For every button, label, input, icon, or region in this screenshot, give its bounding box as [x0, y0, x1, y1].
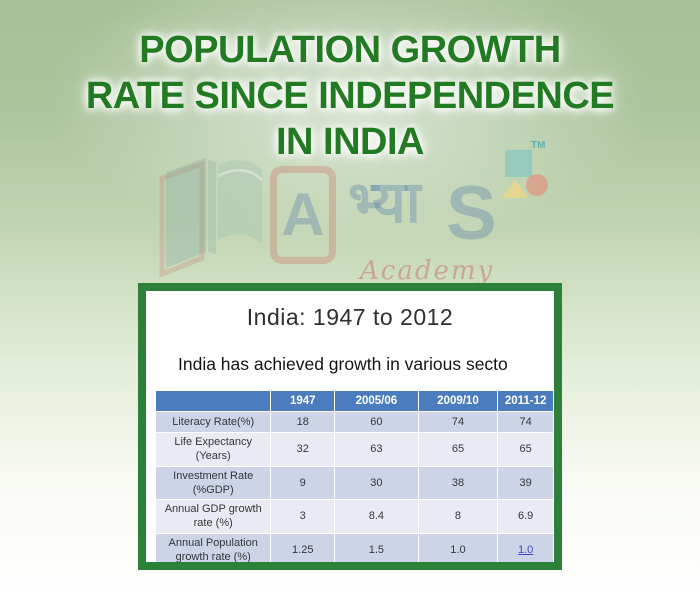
slide-card: India: 1947 to 2012 India has achieved g… [138, 283, 562, 570]
column-header-2011-12: 2011-12 [497, 390, 554, 412]
table-cell: 74 [497, 411, 554, 433]
table-cell: 1.0 [417, 532, 499, 562]
table-row: Annual Population growth rate (%) 1.25 1… [154, 532, 554, 562]
table-cell: 30 [334, 465, 419, 501]
table-cell: 8 [417, 499, 499, 534]
population-2011-12-link[interactable]: 1.0 [517, 543, 534, 556]
logo-letter-a: A [281, 181, 325, 248]
column-header-blank [154, 390, 272, 412]
slide-subtitle: India has achieved growth in various sec… [178, 354, 508, 374]
table-cell: 18 [270, 411, 336, 433]
page-title: POPULATION GROWTH RATE SINCE INDEPENDENC… [0, 27, 700, 165]
table-cell: 38 [417, 465, 499, 501]
logo-a-badge: A [270, 166, 336, 264]
table-cell: 6.9 [497, 499, 554, 534]
table-cell: 65 [417, 432, 499, 467]
stats-table: 1947 2005/06 2009/10 2011-12 Literacy Ra… [154, 390, 554, 562]
table-cell: 9 [270, 465, 336, 501]
page-title-line-3: IN INDIA [276, 121, 425, 163]
table-row: Literacy Rate(%) 18 60 74 74 [154, 411, 554, 433]
circle-shape-icon [526, 174, 548, 196]
page-title-line-2: RATE SINCE INDEPENDENCE [85, 75, 615, 117]
table-cell: 63 [334, 432, 419, 467]
table-row: Investment Rate (%GDP) 9 30 38 39 [154, 465, 554, 501]
table-cell: 8.4 [334, 499, 419, 534]
triangle-shape-icon [501, 180, 529, 198]
page-title-line-1: POPULATION GROWTH [139, 29, 561, 71]
table-cell: 60 [334, 411, 419, 433]
table-cell: 3 [270, 499, 336, 534]
row-label: Life Expectancy (Years) [154, 432, 272, 467]
table-cell: 32 [270, 432, 336, 467]
row-label: Annual Population growth rate (%) [154, 532, 272, 562]
table-cell: 39 [497, 465, 554, 501]
logo-letter-s: S [446, 171, 497, 256]
column-header-2009-10: 2009/10 [417, 390, 499, 412]
row-label: Literacy Rate(%) [154, 411, 272, 433]
logo-hindi-text: भ्या [348, 168, 421, 236]
table-row: Annual GDP growth rate (%) 3 8.4 8 6.9 [154, 499, 554, 534]
slide-title: India: 1947 to 2012 [246, 304, 454, 330]
table-row: Life Expectancy (Years) 32 63 65 65 [154, 432, 554, 467]
column-header-2005-06: 2005/06 [334, 390, 419, 412]
table-header-row: 1947 2005/06 2009/10 2011-12 [154, 390, 554, 412]
table-cell: 74 [417, 411, 499, 433]
table-cell: 65 [497, 432, 554, 467]
table-cell: 1.0 [497, 532, 554, 562]
column-header-1947: 1947 [270, 390, 336, 412]
open-book-icon [159, 158, 264, 278]
row-label: Annual GDP growth rate (%) [154, 499, 272, 534]
table-cell: 1.5 [334, 532, 419, 562]
row-label: Investment Rate (%GDP) [154, 465, 272, 501]
logo-academy-script: Academy [360, 256, 495, 286]
table-cell: 1.25 [270, 532, 336, 562]
